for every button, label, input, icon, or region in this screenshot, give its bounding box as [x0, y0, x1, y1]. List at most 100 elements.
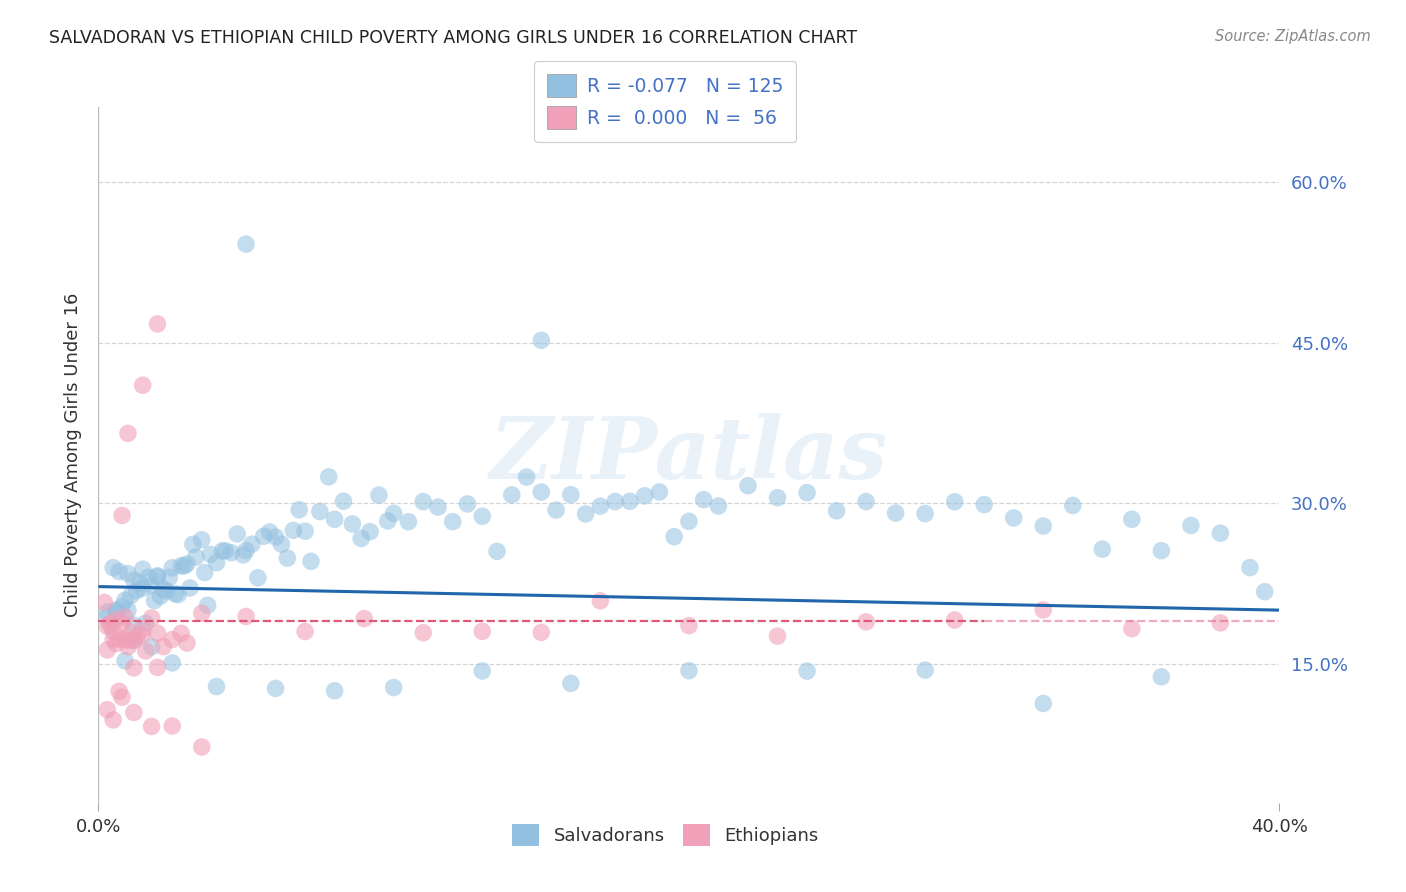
Point	[377, 514, 399, 528]
Point	[240, 537, 263, 551]
Point	[914, 663, 936, 677]
Point	[323, 683, 346, 698]
Point	[141, 640, 163, 654]
Point	[108, 565, 131, 579]
Point	[173, 559, 195, 574]
Point	[93, 595, 115, 609]
Point	[1091, 542, 1114, 557]
Point	[194, 566, 217, 580]
Point	[141, 719, 163, 733]
Point	[368, 488, 391, 502]
Point	[1209, 615, 1232, 630]
Point	[125, 630, 148, 644]
Point	[235, 543, 257, 558]
Point	[226, 527, 249, 541]
Point	[353, 611, 375, 625]
Point	[162, 719, 183, 733]
Point	[560, 488, 582, 502]
Point	[117, 426, 139, 441]
Point	[117, 566, 139, 581]
Point	[111, 690, 134, 705]
Point	[155, 584, 177, 599]
Point	[122, 706, 145, 720]
Point	[103, 632, 125, 647]
Point	[270, 537, 292, 551]
Point	[1121, 512, 1143, 526]
Point	[120, 589, 142, 603]
Point	[132, 562, 155, 576]
Point	[855, 615, 877, 629]
Point	[235, 609, 257, 624]
Point	[825, 504, 848, 518]
Point	[1150, 543, 1173, 558]
Point	[96, 643, 118, 657]
Point	[96, 703, 118, 717]
Point	[855, 494, 877, 508]
Point	[170, 626, 193, 640]
Point	[221, 546, 243, 560]
Point	[141, 578, 163, 592]
Point	[560, 676, 582, 690]
Point	[167, 588, 190, 602]
Point	[412, 494, 434, 508]
Point	[143, 593, 166, 607]
Point	[105, 612, 128, 626]
Point	[103, 624, 125, 639]
Point	[471, 509, 494, 524]
Point	[162, 656, 183, 670]
Point	[132, 581, 155, 595]
Point	[246, 571, 269, 585]
Point	[323, 512, 346, 526]
Point	[678, 664, 700, 678]
Point	[146, 568, 169, 582]
Point	[162, 632, 183, 647]
Point	[105, 637, 128, 651]
Point	[191, 739, 214, 754]
Point	[283, 524, 305, 538]
Point	[619, 494, 641, 508]
Point	[98, 617, 121, 632]
Point	[122, 633, 145, 648]
Point	[122, 661, 145, 675]
Point	[1209, 526, 1232, 541]
Point	[103, 560, 125, 574]
Point	[664, 530, 686, 544]
Point	[120, 625, 142, 640]
Point	[318, 470, 340, 484]
Point	[111, 599, 134, 614]
Point	[678, 618, 700, 632]
Point	[170, 558, 193, 573]
Point	[359, 524, 381, 539]
Point	[117, 603, 139, 617]
Point	[135, 644, 157, 658]
Point	[132, 378, 155, 392]
Point	[114, 610, 136, 624]
Point	[943, 613, 966, 627]
Point	[114, 654, 136, 668]
Point	[648, 485, 671, 500]
Point	[114, 593, 136, 607]
Point	[605, 494, 627, 508]
Point	[294, 624, 316, 639]
Point	[1032, 603, 1054, 617]
Point	[146, 626, 169, 640]
Point	[152, 582, 174, 596]
Point	[634, 489, 657, 503]
Point	[232, 548, 254, 562]
Point	[382, 681, 405, 695]
Point	[179, 581, 201, 595]
Point	[309, 504, 332, 518]
Point	[796, 485, 818, 500]
Point	[516, 470, 538, 484]
Point	[111, 508, 134, 523]
Point	[678, 514, 700, 528]
Point	[1254, 584, 1277, 599]
Point	[122, 573, 145, 587]
Point	[103, 713, 125, 727]
Point	[128, 576, 150, 591]
Point	[471, 624, 494, 639]
Point	[530, 334, 553, 348]
Point	[441, 515, 464, 529]
Point	[181, 537, 204, 551]
Point	[149, 589, 172, 603]
